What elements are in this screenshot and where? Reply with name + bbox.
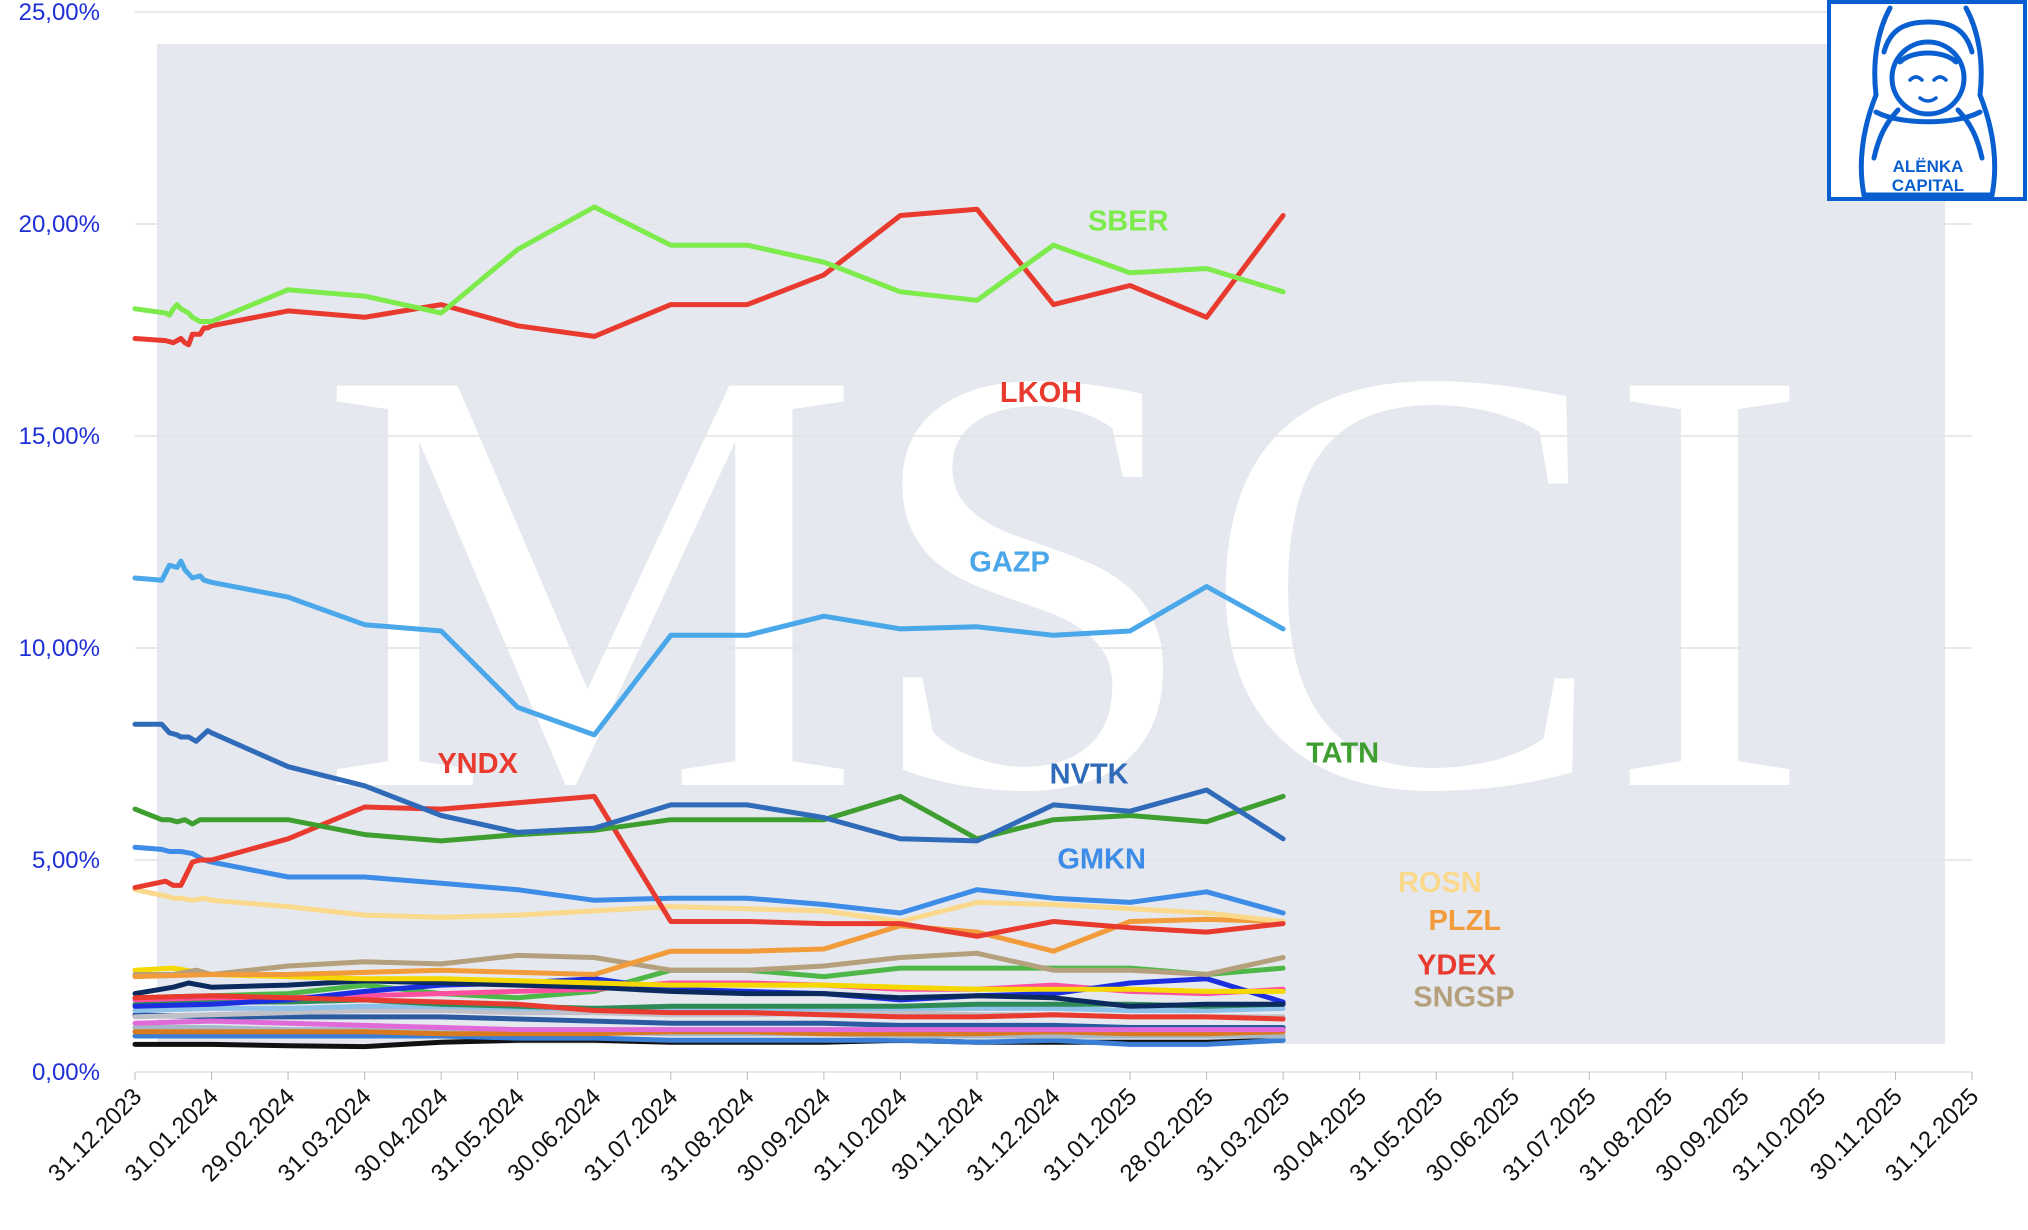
series-label-gazp: GAZP — [969, 547, 1050, 579]
y-tick-label: 5,00% — [32, 847, 100, 874]
matryoshka-icon — [1858, 5, 1998, 198]
series-line-minor — [132, 978, 1286, 1009]
alenka-capital-logo: ALËNKA CAPITAL — [1827, 0, 2027, 201]
series-label-ydex: YDEX — [1417, 949, 1497, 981]
series-label-yndx: YNDX — [437, 748, 518, 780]
series-line-nvtk — [132, 721, 1286, 844]
y-axis: 0,00% 5,00% 10,00% 15,00% 20,00% 25,00% — [19, 0, 100, 1086]
x-axis: 31.12.202331.01.202429.02.202431.03.2024… — [43, 1072, 1984, 1187]
series-lines — [132, 204, 1286, 1050]
watermark-text: MSCI — [319, 241, 1811, 917]
y-tick-label: 0,00% — [32, 1059, 100, 1086]
y-tick-label: 10,00% — [19, 635, 100, 662]
series-label-rosn: ROSN — [1398, 867, 1482, 899]
series-label-lkoh: LKOH — [1000, 377, 1082, 409]
series-label-sber: SBER — [1088, 205, 1169, 237]
y-tick-label: 15,00% — [19, 423, 100, 450]
series-line-tatn — [132, 793, 1286, 844]
series-label-plzl: PLZL — [1429, 905, 1502, 937]
series-label-tatn: TATN — [1306, 737, 1379, 769]
series-line-yndx — [132, 793, 1286, 939]
series-line-gazp — [132, 558, 1286, 738]
y-tick-label: 20,00% — [19, 211, 100, 238]
series-line-lkoh — [132, 206, 1286, 348]
logo-text-line1: ALËNKA — [1893, 157, 1964, 176]
series-line-ydex — [132, 993, 1286, 1022]
logo-text-line2: CAPITAL — [1892, 176, 1964, 195]
series-line-rosn — [132, 887, 1286, 924]
series-line-gmkn — [132, 844, 1286, 916]
series-line-sber — [132, 204, 1286, 324]
series-line-minor — [132, 1012, 1286, 1030]
y-tick-label: 25,00% — [19, 0, 100, 26]
series-label-nvtk: NVTK — [1050, 759, 1129, 791]
series-line-plzl — [132, 916, 1286, 980]
series-labels: SBER LKOH GAZP NVTK TATN YNDX GMKN ROSN PLZL YDEX… — [437, 205, 1514, 1013]
series-label-gmkn: GMKN — [1057, 843, 1146, 875]
watermark-background — [157, 44, 1945, 1044]
series-line-minor — [132, 1033, 1286, 1047]
series-label-sngsp: SNGSP — [1413, 981, 1515, 1013]
series-line-minor — [132, 1018, 1286, 1033]
